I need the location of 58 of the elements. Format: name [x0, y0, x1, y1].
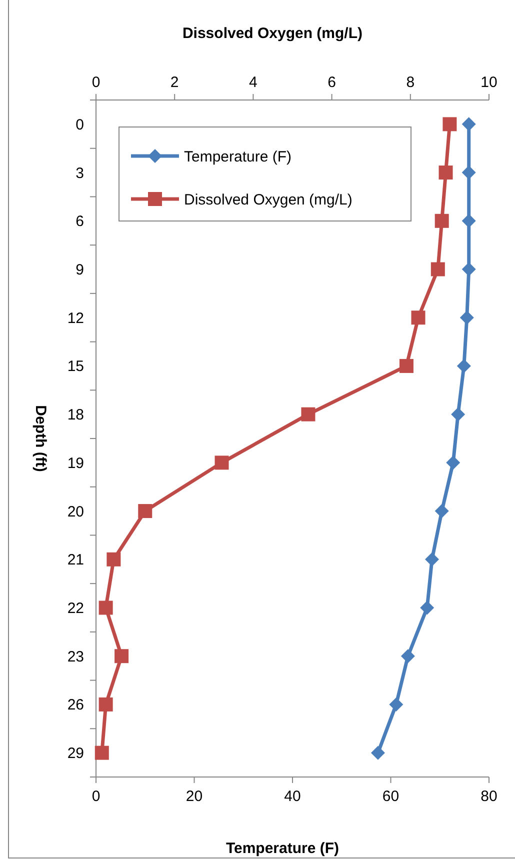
point	[420, 600, 434, 615]
y-axis-title: Depth (ft)	[32, 405, 49, 472]
point	[411, 310, 426, 325]
point	[442, 117, 457, 132]
y-tick-label: 12	[67, 310, 84, 327]
point	[438, 166, 453, 180]
x2-tick-label: 2	[170, 74, 179, 91]
x-axis-title: Temperature (F)	[226, 840, 340, 857]
point	[106, 552, 121, 566]
point	[451, 407, 466, 422]
point	[446, 456, 460, 470]
point	[98, 697, 113, 712]
y-tick-label: 0	[76, 116, 84, 134]
point	[434, 214, 449, 228]
x2-axis-title: Dissolved Oxygen (mg/L)	[182, 25, 363, 42]
x2-tick-label: 8	[406, 74, 415, 91]
point	[462, 166, 476, 180]
point	[462, 117, 476, 132]
x-tick-label: 40	[284, 788, 301, 805]
y-tick-label: 9	[76, 262, 84, 278]
point	[389, 697, 404, 712]
x-tick-label: 0	[92, 788, 100, 805]
y-tick-label: 26	[67, 696, 84, 714]
x-tick-label: 60	[382, 788, 400, 805]
x2-tick-label: 4	[249, 74, 258, 91]
y-tick-label: 19	[67, 454, 84, 472]
point	[462, 214, 476, 228]
legend-label: Temperature (F)	[184, 148, 292, 166]
point	[434, 504, 449, 518]
point	[214, 456, 229, 470]
point	[301, 407, 316, 422]
point	[462, 262, 476, 276]
point	[114, 649, 129, 664]
y-tick-label: 22	[67, 600, 84, 617]
x-tick-label: 80	[480, 788, 498, 805]
point	[460, 310, 474, 325]
point	[138, 504, 152, 518]
point	[400, 649, 415, 664]
point	[399, 358, 414, 373]
y-tick-label: 20	[67, 503, 84, 520]
y-tick-label: 6	[76, 213, 84, 230]
x2-tick-label: 0	[92, 74, 100, 91]
point	[456, 358, 471, 373]
point	[94, 746, 109, 760]
y-tick-label: 29	[67, 745, 84, 762]
point	[98, 600, 113, 615]
point	[425, 552, 440, 566]
x2-tick-label: 10	[480, 74, 498, 91]
y-tick-label: 15	[67, 358, 84, 376]
legend-label: Dissolved Oxygen (mg/L)	[184, 191, 352, 208]
point	[370, 746, 385, 760]
point	[430, 262, 445, 276]
y-tick-label: 3	[76, 164, 84, 182]
y-tick-label: 18	[67, 406, 84, 424]
x-tick-label: 20	[186, 788, 203, 805]
y-tick-label: 21	[67, 552, 84, 569]
y-tick-label: 23	[67, 648, 84, 666]
x2-tick-label: 6	[328, 74, 336, 91]
